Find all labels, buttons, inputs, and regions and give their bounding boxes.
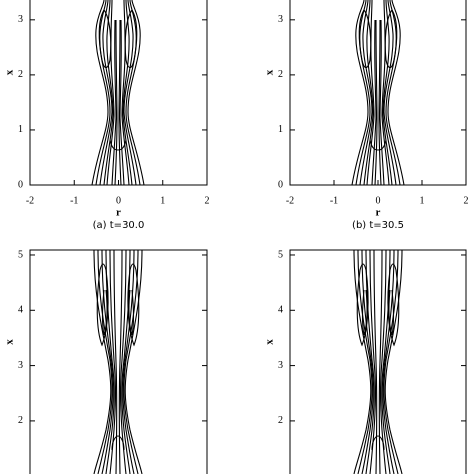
y-tick-label: 4 — [18, 305, 23, 316]
y-axis-label: x — [264, 339, 276, 345]
contours-d — [354, 250, 402, 474]
contours-a — [92, 0, 144, 185]
x-tick-label: 1 — [420, 195, 425, 206]
x-tick-label: 0 — [116, 195, 121, 206]
y-tick-label: 3 — [18, 14, 23, 25]
frame — [289, 0, 467, 186]
frame — [29, 0, 208, 186]
y-tick-label: 2 — [278, 415, 283, 426]
x-tick-label: -1 — [330, 195, 338, 206]
caption: (a) t=30.0 — [93, 220, 145, 231]
x-tick-label: 0 — [376, 195, 381, 206]
y-tick-label: 3 — [278, 360, 283, 371]
y-tick-label: 5 — [18, 249, 23, 260]
y-tick-label: 3 — [18, 360, 23, 371]
y-tick-label: 0 — [278, 179, 283, 190]
y-axis-label: x — [4, 339, 16, 345]
x-axis-label: r — [116, 207, 121, 219]
y-axis-label: x — [4, 69, 16, 75]
contours-c — [94, 250, 142, 474]
frame — [29, 249, 208, 474]
y-tick-label: 4 — [278, 305, 283, 316]
x-tick-label: 2 — [464, 195, 469, 206]
y-tick-label: 3 — [278, 14, 283, 25]
y-tick-label: 2 — [278, 69, 283, 80]
x-tick-label: 2 — [205, 195, 210, 206]
y-tick-label: 1 — [278, 124, 283, 135]
y-axis-label: x — [264, 69, 276, 75]
x-tick-label: -2 — [286, 195, 294, 206]
contours-b — [352, 0, 404, 185]
y-tick-label: 5 — [278, 249, 283, 260]
y-tick-label: 0 — [18, 179, 23, 190]
y-tick-label: 2 — [18, 415, 23, 426]
frame — [289, 249, 467, 474]
x-tick-label: 1 — [160, 195, 165, 206]
y-tick-label: 1 — [18, 124, 23, 135]
x-axis-label: r — [376, 207, 381, 219]
x-tick-label: -2 — [26, 195, 34, 206]
y-tick-label: 2 — [18, 69, 23, 80]
x-tick-label: -1 — [70, 195, 78, 206]
caption: (b) t=30.5 — [352, 220, 404, 231]
